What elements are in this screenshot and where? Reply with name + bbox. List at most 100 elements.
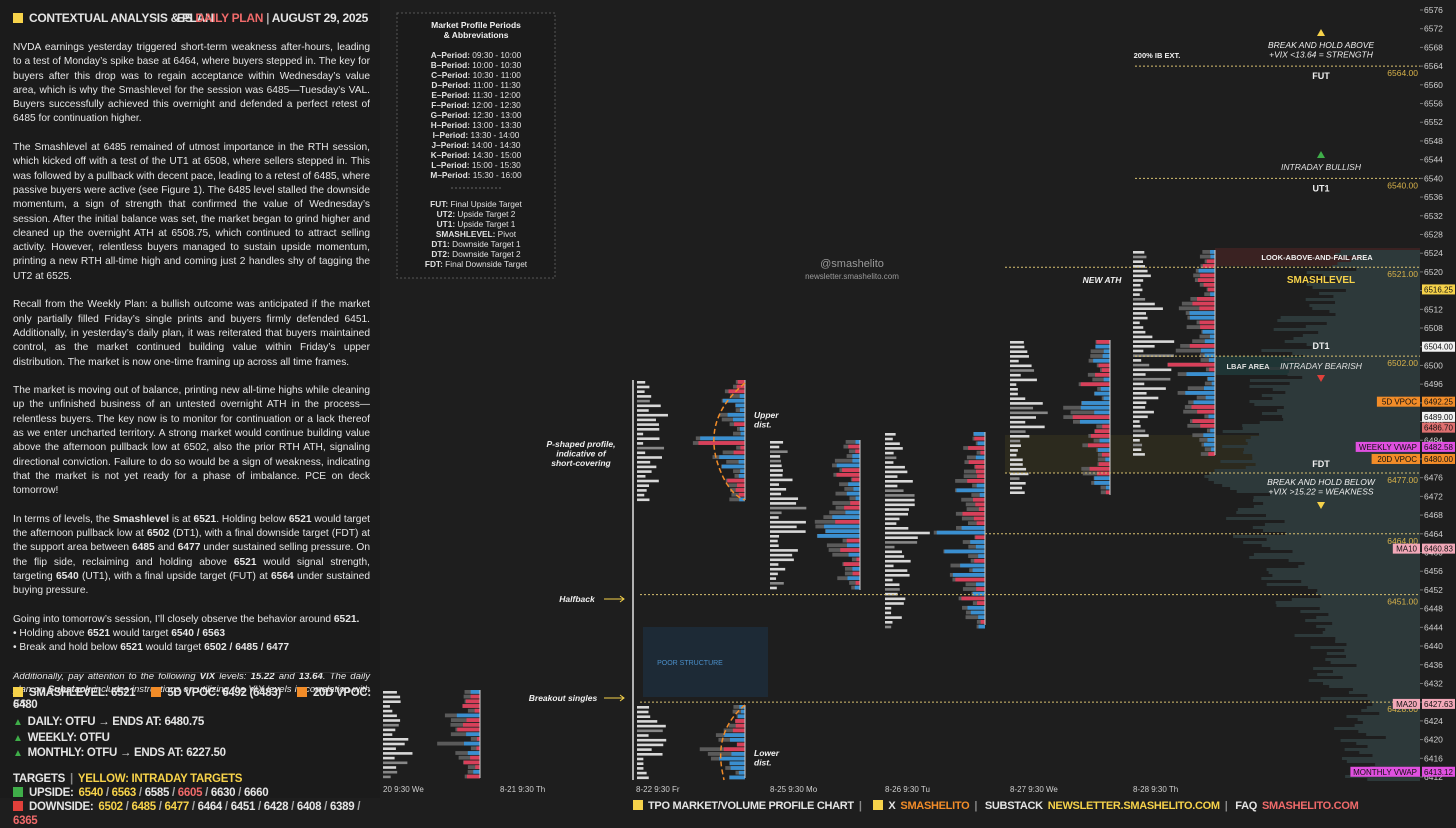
profile-bar [1210,292,1215,297]
tpo-letters [637,767,644,770]
tpo-letters [885,602,904,605]
footer-x: X [888,800,896,812]
profile-bar [848,482,860,487]
profile-bar [1202,329,1215,334]
summary-text: SMASHLEVEL: 6521 [29,687,136,699]
legend-row: FUT: Final Upside Target [430,199,522,209]
profile-bar [977,474,985,479]
tpo-letters [1133,321,1140,325]
volume-profile-row [1245,439,1420,442]
volume-profile-row [1288,370,1420,373]
profile-bar [458,755,480,760]
legend-row: F–Period: 12:00 - 12:30 [431,100,521,110]
text-run: would target the afternoon pullback low … [13,513,370,540]
volume-profile-row [1220,460,1420,463]
volume-profile-row [1236,490,1420,493]
profile-bar [740,445,745,450]
volume-profile-row [1322,274,1420,277]
y-tick-label: 6432 [1424,678,1443,688]
profile-bar [1098,363,1110,368]
volume-profile-row [1354,724,1420,727]
tpo-letters [637,715,651,718]
level-name: SMASHLEVEL [1287,275,1355,286]
y-tick-label: 6532 [1424,211,1443,221]
profile-bar [974,558,985,563]
profile-bar [1199,306,1215,311]
profile-bar [1206,259,1215,264]
volume-profile-row [1316,592,1420,595]
profile-bar [731,752,745,756]
volume-profile-row [1291,598,1420,601]
profile-bar [975,535,985,540]
profile-bar [844,505,860,510]
tpo-letters [637,381,646,384]
profile-bar [961,516,985,521]
profile-bar [1092,377,1110,382]
legend-key: C–Period: [431,70,470,80]
profile-bar [1185,391,1215,395]
profile-bar [1090,349,1110,354]
profile-bar [829,510,860,515]
profile-bar [849,581,860,585]
legend-key: M–Period: [430,170,470,180]
volume-profile-row [1249,556,1420,559]
volume-profile-row [1303,355,1420,358]
footer-substack-link[interactable]: NEWSLETTER.SMASHELITO.COM [1047,800,1220,812]
footer-faq-link[interactable]: SMASHELITO.COM [1262,800,1359,812]
profile-bar [724,733,745,737]
y-tick-label: 6508 [1424,323,1443,333]
price-tag-label: 6489.00 [1424,413,1453,422]
annotation: Breakout singles [529,693,598,703]
profile-bar [848,552,860,557]
legend-box [396,12,556,279]
sep: | [70,773,73,785]
profile-bar [736,483,745,488]
y-tick-label: 6560 [1424,80,1443,90]
text-run: (DT1), with a final downside target (FDT… [13,528,371,554]
volume-profile-row [1335,313,1420,316]
y-tick-label: 6444 [1424,622,1443,632]
profile-bar [1210,250,1215,254]
volume-profile-row [1367,778,1420,781]
profile-bar [1204,292,1215,297]
footer-x-handle[interactable]: SMASHELITO [900,800,970,812]
volume-profile-row [1243,448,1420,451]
legend-row: M–Period: 15:30 - 16:00 [430,170,522,180]
tpo-letters [1133,424,1141,428]
y-tick-label: 6436 [1424,660,1443,670]
tpo-letters [637,390,645,393]
profile-bar [1094,410,1110,415]
watermark-site: newsletter.smashelito.com [805,272,899,281]
text-run: 6540 [55,570,79,582]
tpo-letters [770,586,777,590]
target-level: 6585 [144,787,170,799]
summary-text: 20D VPOC: 6480 [13,687,371,711]
text-run: . Holding below [216,513,289,525]
volume-profile-row [1289,382,1420,385]
profile-bar [1102,354,1110,358]
tpo-letters [637,456,662,459]
tpo-letters [770,572,778,576]
profile-bar [850,501,860,505]
profile-bar [835,519,860,524]
tpo-letters [770,567,786,571]
volume-profile-row [1358,730,1420,733]
profile-bar [817,534,860,538]
profile-bar [1079,419,1110,424]
profile-bar [978,554,985,558]
profile-bar [455,751,480,755]
session-label: 8-22 9:30 Fr [636,785,680,794]
tpo-letters [770,492,782,496]
tpo-letters [770,544,779,547]
paragraph: Recall from the Weekly Plan: a bullish o… [13,298,370,369]
profile-bar [450,732,480,737]
profile-bar [729,761,745,766]
profile-bar [699,747,745,752]
legend-key: K–Period: [431,150,470,160]
tpo-letters [637,460,651,464]
profile-bar [962,511,985,516]
tpo-letters [637,776,649,780]
volume-profile-row [1305,325,1420,328]
tpo-letters [1133,434,1149,437]
tpo-letters [1010,378,1037,382]
